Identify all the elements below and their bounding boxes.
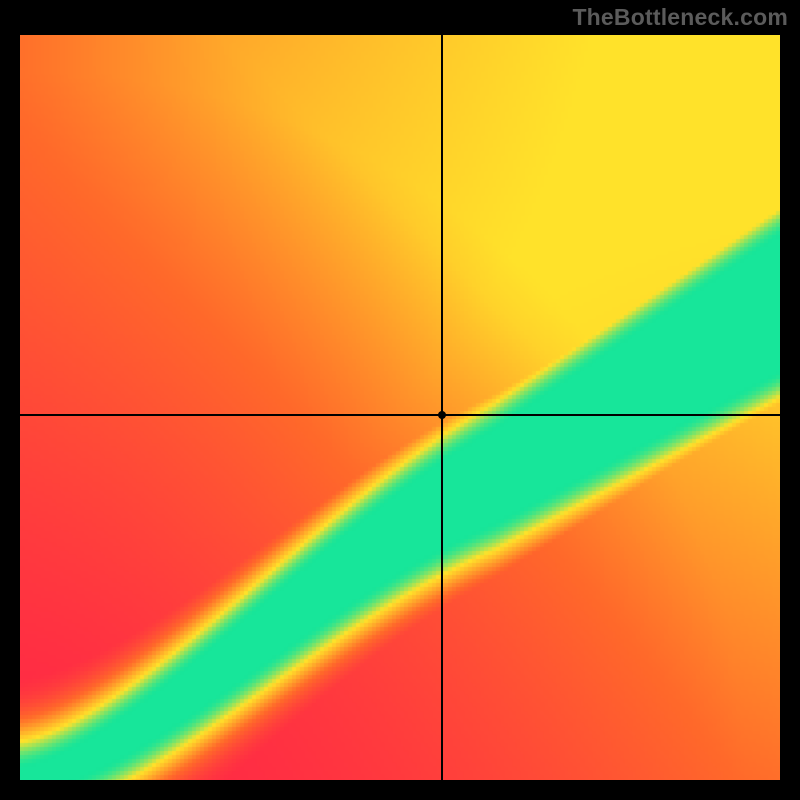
crosshair-point — [438, 411, 446, 419]
crosshair-horizontal — [20, 414, 780, 416]
crosshair-vertical — [441, 35, 443, 780]
chart-frame: TheBottleneck.com — [0, 0, 800, 800]
attribution-text: TheBottleneck.com — [572, 4, 788, 31]
plot-area — [20, 35, 780, 780]
bottleneck-heatmap — [20, 35, 780, 780]
